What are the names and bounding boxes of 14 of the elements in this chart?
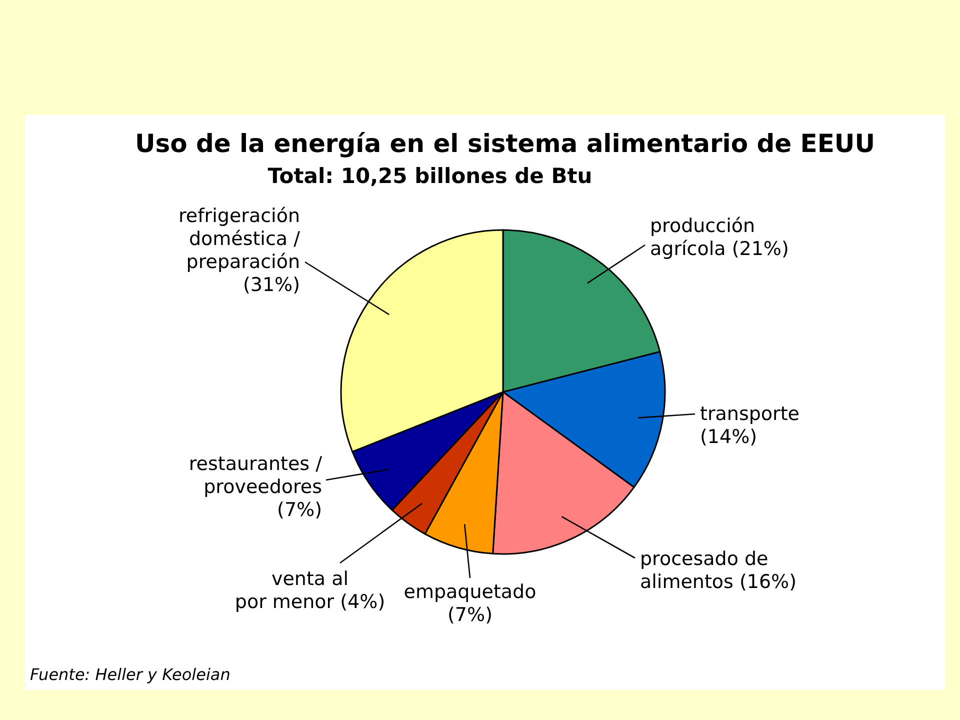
chart-subtitle: Total: 10,25 billones de Btu [268, 164, 592, 188]
source-note: Fuente: Heller y Keoleian [30, 665, 230, 684]
slice-label: procesado de alimentos (16%) [640, 548, 797, 593]
slice-label: producción agrícola (21%) [650, 215, 789, 260]
data-label: (7%) [448, 604, 492, 626]
slice-label: refrigeración doméstica / preparación [178, 205, 301, 273]
slice-label: empaquetado [404, 581, 536, 603]
data-label: (31%) [242, 274, 300, 296]
data-label: (7%) [277, 499, 322, 521]
chart-title: Uso de la energía en el sistema alimentario de EEUU [134, 129, 876, 158]
slice-label: venta al por menor (4%) [234, 568, 386, 613]
data-label: (14%) [700, 426, 758, 448]
slice-label: restaurantes / proveedores [188, 453, 323, 498]
slice-label: transporte [700, 403, 800, 425]
